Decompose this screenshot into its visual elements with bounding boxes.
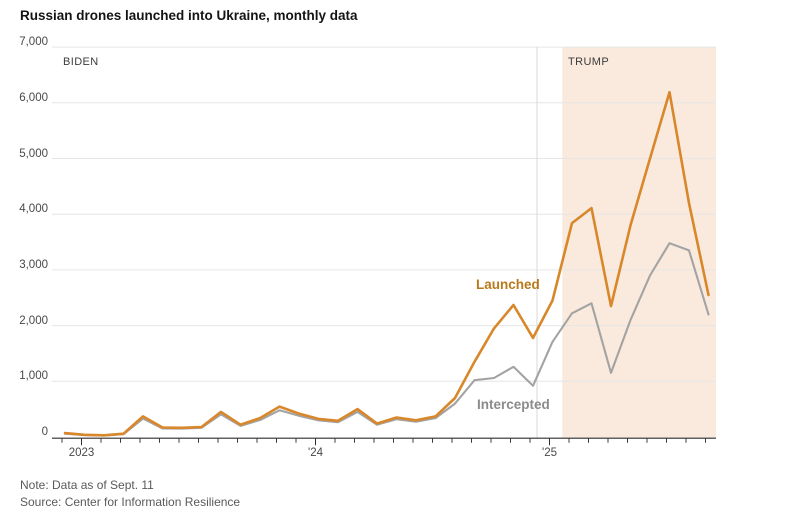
launched-series-label: Launched <box>476 277 540 292</box>
intercepted-series-label: Intercepted <box>477 397 550 412</box>
y-axis-tick-label: 2,000 <box>19 314 48 327</box>
page-title: Russian drones launched into Ukraine, mo… <box>20 8 358 23</box>
drones-line-chart: 0 1,000 2,000 3,000 4,000 5,000 6,000 7,000 202… <box>19 36 716 459</box>
trump-era-label: TRUMP <box>568 56 610 68</box>
y-axis-tick-label: 0 <box>41 426 48 438</box>
biden-era-label: BIDEN <box>63 56 99 68</box>
trump-shaded-region <box>562 47 716 439</box>
y-axis-tick-label: 5,000 <box>19 147 48 160</box>
y-axis-tick-label: 3,000 <box>19 258 48 271</box>
chart-svg <box>52 46 716 446</box>
y-axis-tick-label: 1,000 <box>19 370 48 383</box>
note-text: Note: Data as of Sept. 11 <box>20 478 154 492</box>
y-axis-tick-label: 6,000 <box>19 91 48 104</box>
x-axis-year-label: 2023 <box>68 447 95 459</box>
x-axis-year-label: '24 <box>308 447 323 459</box>
y-axis-tick-label: 4,000 <box>19 203 48 216</box>
source-text: Source: Center for Information Resilienc… <box>20 495 241 509</box>
y-axis-tick-label: 7,000 <box>19 36 48 49</box>
x-axis-year-label: '25 <box>542 447 557 459</box>
launched-line <box>63 90 710 437</box>
